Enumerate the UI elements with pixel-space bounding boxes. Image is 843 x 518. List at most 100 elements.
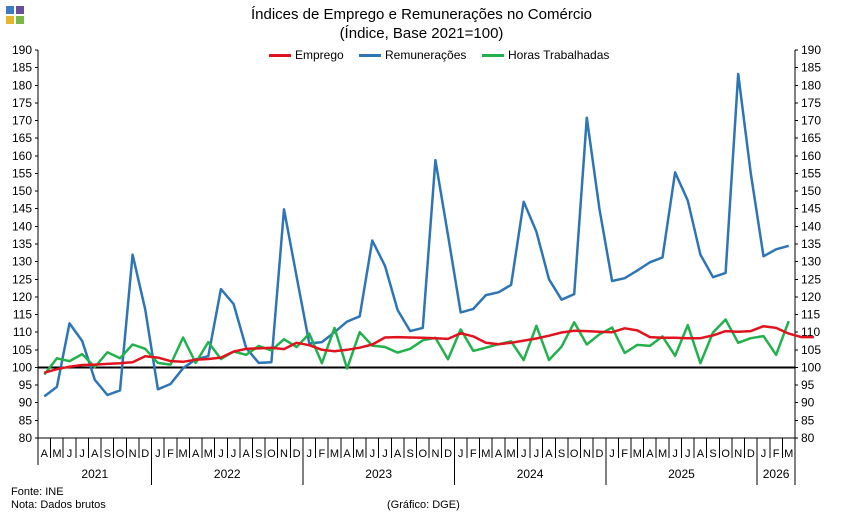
legend-item-remuneracoes: Remunerações [359, 47, 466, 63]
x-month-label: J [307, 448, 313, 460]
x-month-label: D [141, 448, 149, 460]
legend: Emprego Remunerações Horas Trabalhadas [0, 47, 843, 63]
y-tick-label-right: 165 [801, 131, 821, 145]
x-month-label: A [545, 448, 553, 460]
x-month-label: M [658, 448, 667, 460]
y-tick-label-right: 140 [801, 219, 821, 233]
y-tick-label-left: 190 [12, 43, 32, 57]
legend-label-emprego: Emprego [295, 48, 344, 62]
y-tick-label-left: 105 [12, 343, 32, 357]
y-tick-label-right: 115 [801, 308, 820, 322]
x-month-label: J [231, 448, 237, 460]
x-month-label: M [633, 448, 642, 460]
y-tick-label-right: 125 [801, 272, 821, 286]
series-line-remunera-es [43, 72, 790, 398]
y-tick-label-left: 130 [12, 255, 32, 269]
source-note: Fonte: INE [11, 486, 64, 498]
y-tick-label-left: 155 [12, 166, 32, 180]
x-month-label: F [621, 448, 628, 460]
x-month-label: A [697, 448, 705, 460]
data-note: Nota: Dados brutos [11, 499, 106, 511]
x-month-label: M [784, 448, 793, 460]
logo [6, 6, 24, 24]
x-month-label: A [91, 448, 99, 460]
y-tick-label-right: 180 [801, 78, 821, 92]
x-month-label: N [734, 448, 742, 460]
y-tick-label-left: 165 [12, 131, 32, 145]
x-month-label: D [595, 448, 603, 460]
y-tick-label-left: 85 [19, 413, 33, 427]
x-month-label: J [672, 448, 678, 460]
legend-item-emprego: Emprego [269, 47, 344, 63]
y-tick-label-left: 90 [19, 396, 33, 410]
x-year-label: 2025 [668, 467, 695, 481]
y-tick-label-right: 155 [801, 166, 821, 180]
x-month-label: S [255, 448, 262, 460]
y-tick-label-left: 80 [19, 431, 33, 445]
x-month-label: S [558, 448, 565, 460]
x-month-label: M [355, 448, 364, 460]
x-year-label: 2026 [763, 467, 790, 481]
x-month-label: O [116, 448, 125, 460]
y-tick-label-left: 135 [12, 237, 32, 251]
y-tick-label-left: 120 [12, 290, 32, 304]
x-month-label: J [685, 448, 691, 460]
x-month-label: F [167, 448, 174, 460]
y-tick-label-left: 110 [13, 325, 32, 339]
y-tick-label-right: 90 [801, 396, 815, 410]
x-month-label: J [218, 448, 224, 460]
y-tick-label-left: 95 [19, 378, 33, 392]
chart-credit: (Gráfico: DGE) [387, 499, 460, 511]
y-tick-label-right: 105 [801, 343, 821, 357]
y-tick-label-left: 175 [12, 96, 32, 110]
x-month-label: S [104, 448, 111, 460]
x-month-label: A [343, 448, 351, 460]
x-month-label: J [79, 448, 85, 460]
legend-swatch-emprego [269, 54, 291, 57]
y-tick-label-left: 160 [12, 149, 32, 163]
y-tick-label-left: 145 [12, 202, 32, 216]
chart-subtitle: (Índice, Base 2021=100) [339, 25, 504, 42]
x-month-label: M [179, 448, 188, 460]
x-month-label: A [394, 448, 402, 460]
x-month-label: S [407, 448, 414, 460]
logo-square-2 [16, 6, 24, 14]
y-tick-label-left: 125 [12, 272, 32, 286]
x-month-label: S [709, 448, 716, 460]
y-tick-label-left: 150 [12, 184, 32, 198]
x-month-label: J [458, 448, 464, 460]
legend-item-horas: Horas Trabalhadas [482, 47, 609, 63]
y-tick-label-right: 175 [801, 96, 821, 110]
x-month-label: N [280, 448, 288, 460]
x-month-label: F [773, 448, 780, 460]
y-tick-label-right: 135 [801, 237, 821, 251]
y-tick-label-left: 170 [12, 114, 32, 128]
x-month-label: F [319, 448, 326, 460]
x-month-label: M [481, 448, 490, 460]
x-month-label: J [67, 448, 73, 460]
y-tick-label-right: 100 [801, 360, 821, 374]
x-month-label: J [521, 448, 527, 460]
x-month-label: A [243, 448, 251, 460]
x-month-label: N [129, 448, 137, 460]
series-line-horas-trabalhadas [43, 318, 790, 376]
y-tick-label-right: 190 [801, 43, 821, 57]
y-tick-label-right: 95 [801, 378, 815, 392]
x-year-label: 2022 [214, 467, 241, 481]
legend-swatch-remuneracoes [359, 54, 381, 57]
y-tick-label-right: 85 [801, 413, 815, 427]
y-tick-label-right: 130 [801, 255, 821, 269]
x-month-label: D [747, 448, 755, 460]
x-month-label: J [155, 448, 161, 460]
x-month-label: A [646, 448, 654, 460]
chart-title: Índices de Emprego e Remunerações no Com… [250, 6, 592, 23]
y-tick-label-left: 115 [13, 308, 32, 322]
x-month-label: D [444, 448, 452, 460]
x-month-label: O [570, 448, 579, 460]
x-month-label: J [761, 448, 767, 460]
x-month-label: M [330, 448, 339, 460]
y-tick-label-left: 185 [12, 61, 32, 75]
x-year-label: 2023 [365, 467, 392, 481]
y-tick-label-right: 160 [801, 149, 821, 163]
